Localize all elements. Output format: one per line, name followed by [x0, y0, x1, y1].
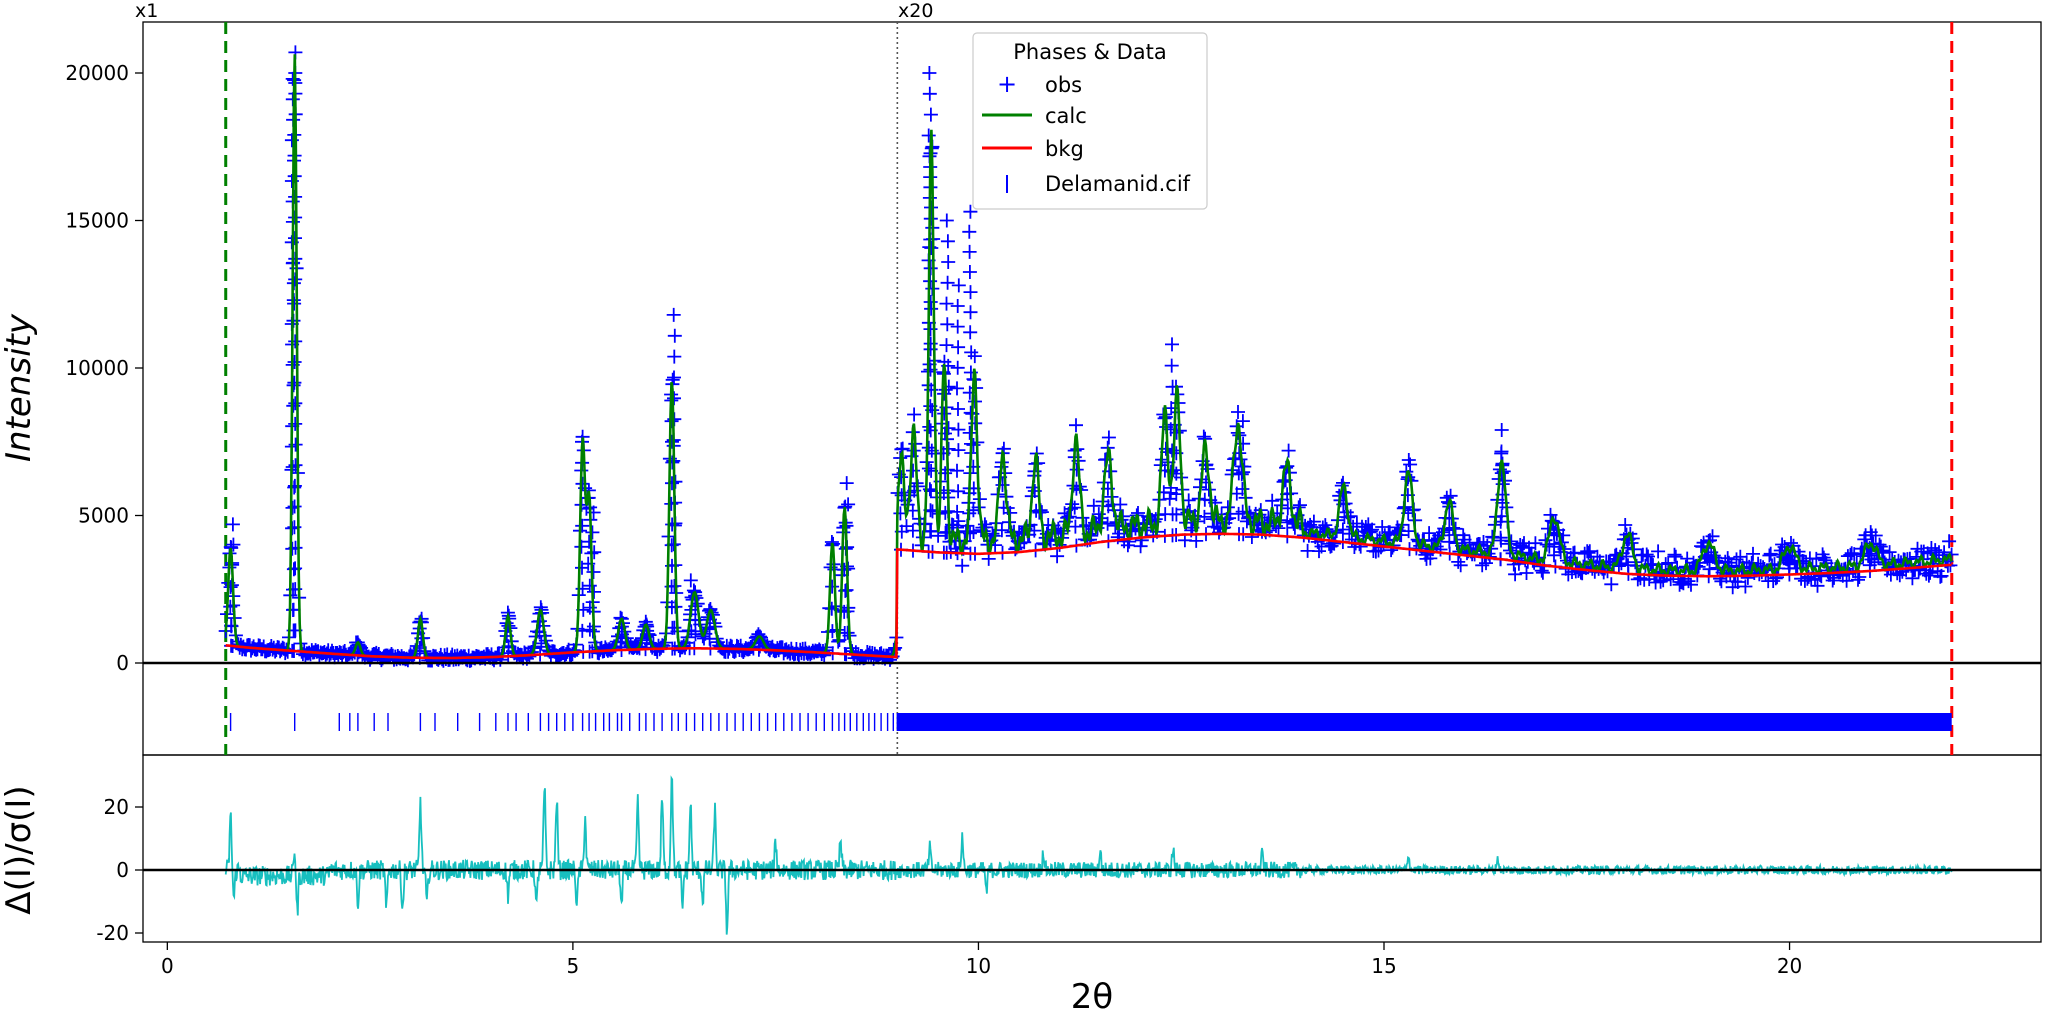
x-tick-label: 5	[567, 954, 580, 978]
reflection-markers	[229, 713, 1952, 731]
axes: 0 5 10 15 20 0 5000 10000 15000 20000 -20 0 20	[65, 61, 2041, 978]
legend-title: Phases & Data	[1013, 40, 1167, 64]
calc-series	[224, 54, 1953, 660]
scale-label-x1: x1	[135, 0, 158, 22]
x-tick-label: 15	[1371, 954, 1396, 978]
y-axis-title: Intensity	[0, 313, 39, 462]
scale-label-x20: x20	[898, 0, 933, 22]
legend-box	[972, 32, 1208, 210]
legend-marker-obs: +	[997, 70, 1017, 98]
x-tick-label: 0	[161, 954, 174, 978]
y-tick-label: 5000	[78, 504, 129, 528]
legend-label-delamanid: Delamanid.cif	[1045, 172, 1191, 196]
legend-entry-obs: + obs	[997, 70, 1082, 98]
diff-y-axis-title: Δ(I)/σ(I)	[0, 785, 39, 914]
diff-y-tick-label: -20	[96, 921, 129, 945]
legend: Phases & Data + obs calc bkg Delamanid.c…	[972, 32, 1208, 210]
y-tick-label: 0	[116, 651, 129, 675]
x-tick-label: 10	[966, 954, 991, 978]
y-tick-label: 15000	[65, 209, 129, 233]
diff-plot-frame	[142, 754, 2042, 943]
legend-entry-bkg: bkg	[982, 137, 1084, 161]
x-axis-title: 2θ	[1071, 977, 1113, 1014]
y-tick-label: 20000	[65, 61, 129, 85]
diff-series	[224, 775, 1953, 935]
diff-y-tick-label: 0	[116, 858, 129, 882]
legend-entry-calc: calc	[982, 104, 1087, 128]
legend-label-calc: calc	[1045, 104, 1087, 128]
calc-line	[224, 54, 1953, 660]
reflection-ticks	[229, 713, 1952, 731]
legend-entry-delamanid: Delamanid.cif	[1006, 172, 1191, 196]
diff-line	[224, 775, 1953, 935]
diff-y-tick-label: 20	[104, 795, 129, 819]
bkg-series	[225, 532, 1952, 660]
legend-label-bkg: bkg	[1045, 137, 1084, 161]
bkg-line	[225, 532, 1952, 660]
legend-label-obs: obs	[1045, 73, 1082, 97]
x-tick-label: 20	[1777, 954, 1802, 978]
y-tick-label: 10000	[65, 356, 129, 380]
